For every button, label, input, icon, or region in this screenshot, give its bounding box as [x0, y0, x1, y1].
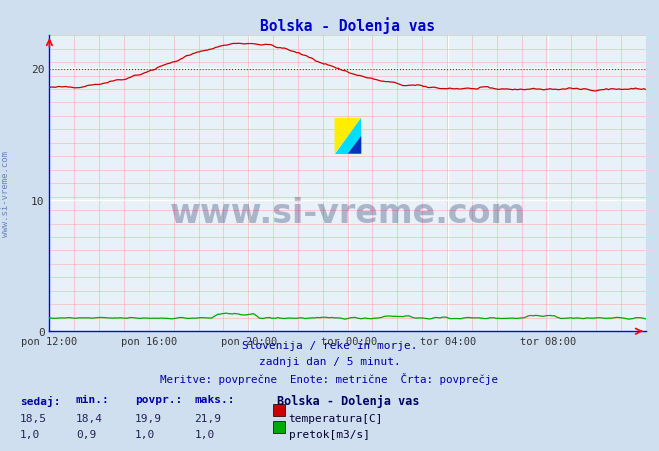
Text: 21,9: 21,9: [194, 413, 221, 423]
Text: Bolska - Dolenja vas: Bolska - Dolenja vas: [277, 395, 419, 408]
Text: 1,0: 1,0: [194, 429, 215, 439]
Text: www.si-vreme.com: www.si-vreme.com: [169, 197, 526, 230]
Text: temperatura[C]: temperatura[C]: [289, 413, 383, 423]
Title: Bolska - Dolenja vas: Bolska - Dolenja vas: [260, 17, 435, 33]
Text: Slovenija / reke in morje.: Slovenija / reke in morje.: [242, 341, 417, 350]
Text: min.:: min.:: [76, 395, 109, 405]
Text: 1,0: 1,0: [20, 429, 40, 439]
Text: 18,4: 18,4: [76, 413, 103, 423]
Text: pretok[m3/s]: pretok[m3/s]: [289, 429, 370, 439]
Text: www.si-vreme.com: www.si-vreme.com: [1, 151, 10, 237]
Text: 0,9: 0,9: [76, 429, 96, 439]
Text: 18,5: 18,5: [20, 413, 47, 423]
Text: povpr.:: povpr.:: [135, 395, 183, 405]
Text: zadnji dan / 5 minut.: zadnji dan / 5 minut.: [258, 356, 401, 366]
Text: Meritve: povprečne  Enote: metrične  Črta: povprečje: Meritve: povprečne Enote: metrične Črta:…: [161, 372, 498, 384]
Polygon shape: [348, 137, 361, 154]
Polygon shape: [335, 119, 361, 154]
Text: maks.:: maks.:: [194, 395, 235, 405]
Text: 19,9: 19,9: [135, 413, 162, 423]
Polygon shape: [335, 119, 361, 154]
Text: 1,0: 1,0: [135, 429, 156, 439]
Text: sedaj:: sedaj:: [20, 395, 60, 405]
